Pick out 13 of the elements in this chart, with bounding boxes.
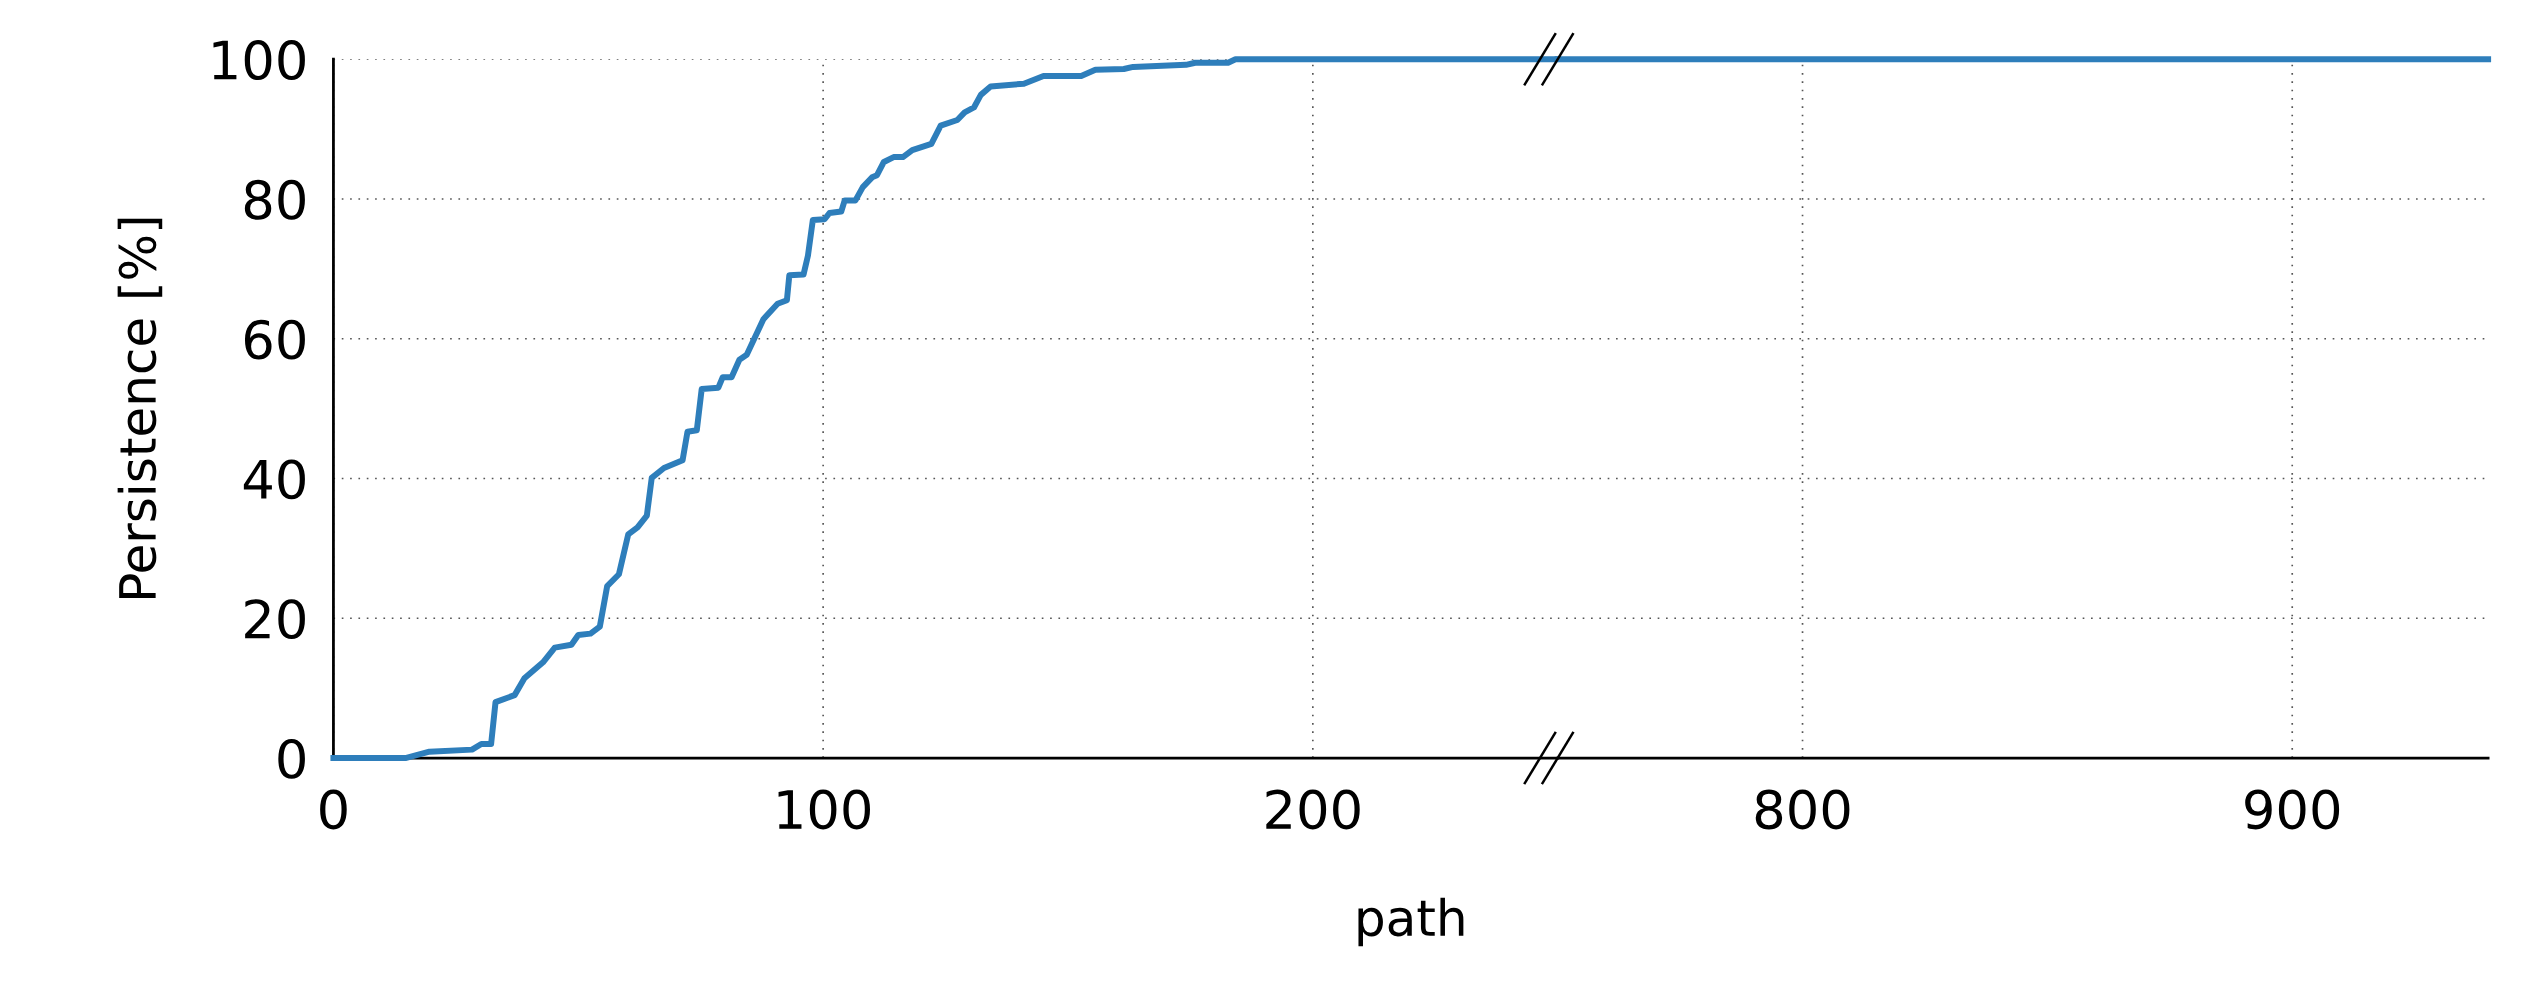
y-axis-title: Persistence [%]	[117, 218, 163, 598]
x-tick-label: 800	[1755, 789, 1850, 830]
y-tick-label: 80	[244, 179, 305, 220]
x-tick-label: 100	[778, 789, 870, 830]
y-tick-label: 60	[244, 319, 305, 360]
x-axis-title: path	[1358, 897, 1464, 947]
x-tick-label: 200	[1266, 789, 1360, 830]
x-tick-label: 0	[320, 789, 347, 830]
y-tick-label: 20	[245, 599, 305, 640]
x-tick-label: 900	[2245, 789, 2340, 830]
y-tick-label: 40	[243, 459, 305, 500]
y-tick-label: 0	[278, 738, 305, 779]
y-tick-label: 100	[213, 40, 305, 81]
